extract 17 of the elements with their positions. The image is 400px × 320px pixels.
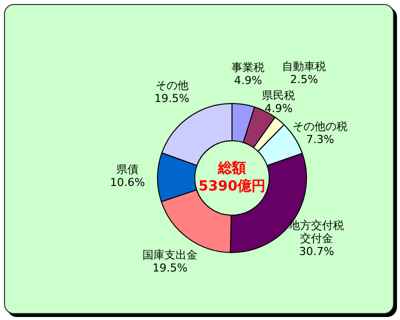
slice-label: 県民税 <box>262 88 296 102</box>
slice-label: 自動車税 <box>282 60 326 73</box>
data-label: 30.7% <box>299 245 334 258</box>
slice-label: その他 <box>155 78 188 92</box>
data-label: 19.5% <box>154 92 190 105</box>
slice-label: 地方交付税交付金 <box>288 219 344 246</box>
slice-label: 国庫支出金 <box>142 248 198 262</box>
data-label: 19.5% <box>152 261 188 274</box>
slice-label: その他の税 <box>292 120 348 134</box>
text: 総額 5390億円 <box>198 160 266 195</box>
slice-label: 事業税 <box>232 61 265 74</box>
data-label: 4.9% <box>264 102 293 115</box>
data-label: 2.5% <box>290 72 318 86</box>
data-label: 4.9% <box>234 74 262 88</box>
slice-label: 県債 <box>116 163 139 176</box>
data-label: 10.6% <box>110 176 145 190</box>
data-label: 7.3% <box>306 133 334 146</box>
